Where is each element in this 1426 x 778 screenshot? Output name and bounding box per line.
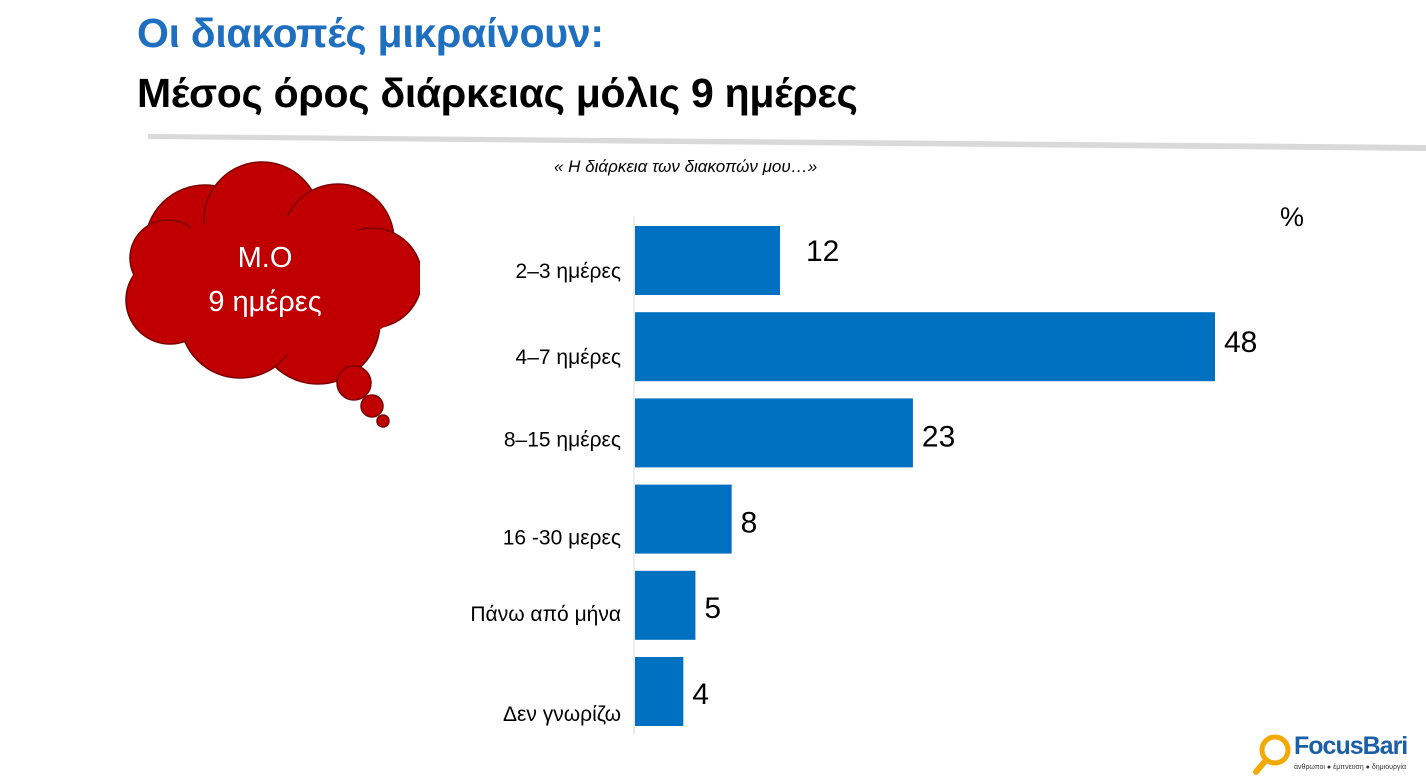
thought-cloud-icon [125, 161, 420, 428]
bar-2 [635, 312, 1215, 382]
category-label-4: 16 -30 μερες [503, 527, 621, 550]
category-label-3: 8–15 ημέρες [504, 428, 621, 451]
value-label-2: 48 [1224, 326, 1257, 359]
value-label-3: 23 [922, 420, 955, 453]
logo-tagline: άνθρωποι ● έμπνευση ● δημιουργία [1294, 764, 1407, 771]
logo-name: FocusBari [1294, 732, 1408, 760]
page-title-line2: Μέσος όρος διάρκειας μόλις 9 ημέρες [137, 70, 858, 116]
category-label-6: Δεν γνωρίζω [503, 703, 621, 726]
title-underline [148, 134, 1426, 151]
bar-1 [635, 226, 780, 295]
category-label-5: Πάνω από μήνα [470, 603, 621, 626]
value-label-4: 8 [741, 507, 758, 540]
value-label-6: 4 [692, 678, 709, 711]
bar-6 [635, 657, 684, 726]
category-label-1: 2–3 ημέρες [516, 260, 621, 283]
bar-5 [635, 570, 696, 640]
bar-3 [635, 398, 913, 468]
average-label: Μ.Ο [237, 242, 293, 274]
bar-4 [635, 484, 732, 554]
value-label-1: 12 [806, 235, 839, 268]
unit-label: % [1280, 202, 1305, 232]
page-title-line1: Οι διακοπές μικραίνουν: [137, 10, 604, 56]
value-label-5: 5 [704, 592, 721, 625]
category-label-2: 4–7 ημέρες [516, 346, 621, 369]
chart-subtitle: « Η διάρκεια των διακοπών μου…» [554, 157, 818, 176]
average-value: 9 ημέρες [208, 286, 322, 318]
focusbari-logo: FocusBari άνθρωποι ● έμπνευση ● δημιουργ… [1252, 732, 1426, 778]
